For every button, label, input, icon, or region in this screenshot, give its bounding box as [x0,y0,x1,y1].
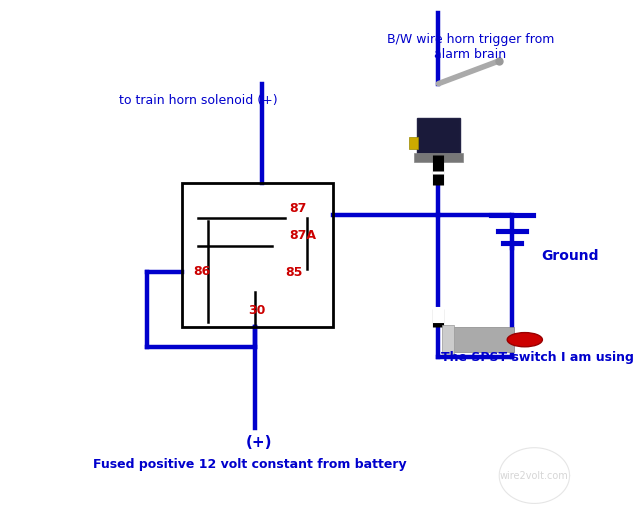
Text: 85: 85 [285,266,302,279]
Text: Fused positive 12 volt constant from battery: Fused positive 12 volt constant from bat… [93,458,406,472]
Bar [182,183,333,327]
Text: 30: 30 [248,304,266,317]
Text: The SPST switch I am using: The SPST switch I am using [441,351,634,364]
Text: 87A: 87A [289,229,316,242]
Bar [444,327,514,352]
Ellipse shape [508,333,543,347]
Bar [417,118,460,155]
Bar [442,325,454,354]
Text: wire2volt.com: wire2volt.com [500,470,569,481]
Text: (+): (+) [246,434,273,450]
Text: to train horn solenoid (+): to train horn solenoid (+) [119,94,278,107]
Text: Ground: Ground [541,249,598,263]
Bar [409,137,418,149]
Ellipse shape [480,334,518,346]
Bar [414,153,463,162]
Text: 86: 86 [193,265,211,278]
Text: 87: 87 [289,202,307,215]
Text: B/W wire horn trigger from
alarm brain: B/W wire horn trigger from alarm brain [387,33,554,61]
